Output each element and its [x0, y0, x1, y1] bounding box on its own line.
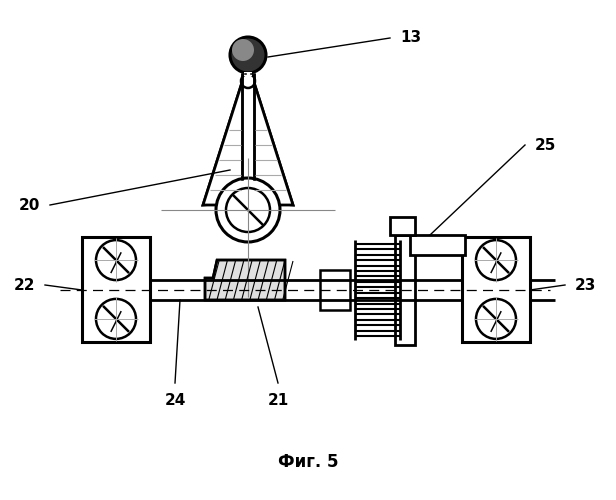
Circle shape: [96, 299, 136, 339]
Text: 20: 20: [18, 198, 40, 212]
Bar: [390, 217, 415, 235]
Circle shape: [230, 37, 266, 73]
Text: 21: 21: [267, 393, 289, 408]
Polygon shape: [205, 260, 285, 300]
Circle shape: [216, 178, 280, 242]
Text: 13: 13: [400, 30, 421, 46]
Circle shape: [96, 240, 136, 280]
Bar: [82, 237, 150, 342]
Text: 22: 22: [14, 278, 35, 292]
Polygon shape: [203, 73, 293, 205]
Text: 23: 23: [575, 278, 596, 292]
Bar: [410, 235, 465, 255]
Bar: [244, 72, 252, 76]
Text: 24: 24: [164, 393, 185, 408]
Bar: [395, 235, 415, 345]
Circle shape: [241, 74, 255, 88]
Text: 25: 25: [535, 138, 556, 152]
Polygon shape: [203, 73, 245, 205]
Circle shape: [226, 188, 270, 232]
Bar: [462, 237, 530, 342]
Circle shape: [476, 240, 516, 280]
Circle shape: [232, 39, 254, 61]
Polygon shape: [251, 73, 293, 205]
Bar: [320, 270, 350, 310]
Text: Фиг. 5: Фиг. 5: [278, 453, 338, 471]
Bar: [243, 73, 254, 180]
Circle shape: [476, 299, 516, 339]
